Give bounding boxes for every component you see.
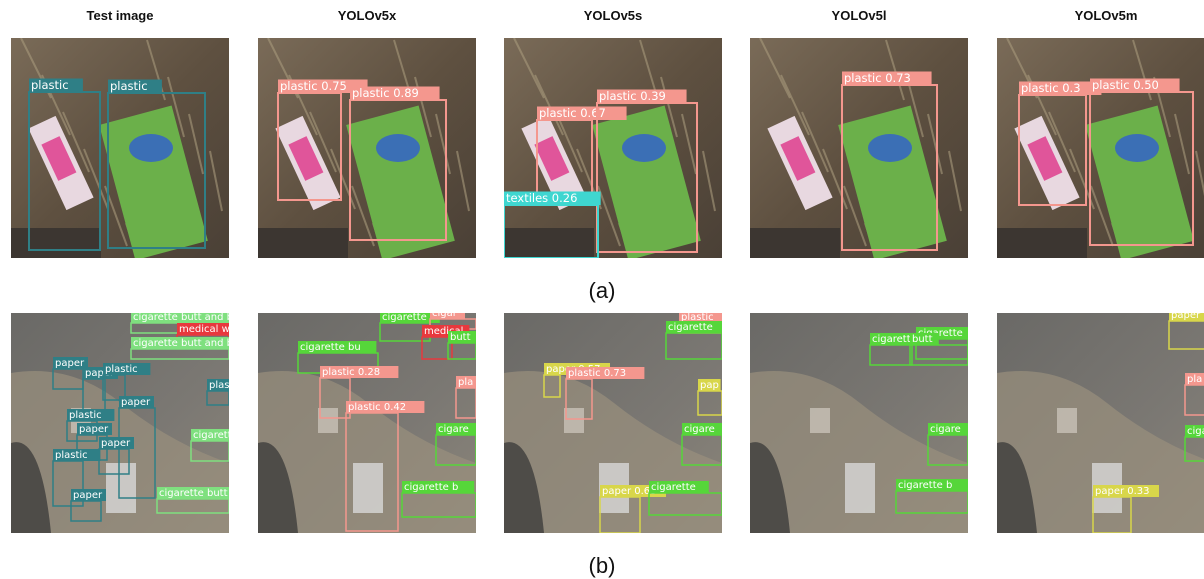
detection-label: plastic 0.39 [599,89,666,103]
panel: cigarettecigarmedicalbuttcigarette bupla… [258,307,479,533]
detection-label: plastic 0.42 [348,402,406,413]
detection-label: plastic 0.89 [352,86,419,100]
panel: plastic plastic [11,38,229,283]
detection-label: paper [55,358,85,369]
column-header: YOLOv5s [584,8,643,23]
detection-label: plastic 0.75 [280,79,347,93]
detection-label: paper [1171,310,1201,321]
stone [258,228,348,258]
detection-label: pap [700,380,719,391]
snack-logo [376,134,420,162]
detection-label: cigare [684,424,715,435]
photo: paper pla cigar paper 0.33 [997,309,1204,533]
detection-label: cigar [432,308,458,319]
detection-label: plastic [105,364,138,375]
photo: plastic 0.73 [750,38,968,283]
detection-label: plastic 0.3 [1021,81,1081,95]
snack-logo [1115,134,1159,162]
detection-label: plastic 0.67 [539,106,606,120]
panel: plastic 0.67 plastic 0.39 textiles 0.26 [504,38,722,283]
detection-label: cigarette butt and bo [133,338,239,349]
photo: plastic 0.67 plastic 0.39 textiles 0.26 [504,38,722,283]
panel: plastic 0.3 plastic 0.50 [997,38,1204,283]
debris [845,463,875,513]
detection-label: cigarette b [404,482,458,493]
panel: plastic 0.73 [750,38,968,283]
photo: cigarettecigarmedicalbuttcigarette bupla… [258,307,479,533]
detection-label: plastic 0.50 [1092,78,1159,92]
detection-label: pla [1187,374,1202,385]
detection-label: plastic [110,79,148,93]
detection-label: paper [101,438,131,449]
detection-label: plas [209,380,229,391]
detection-label: textiles 0.26 [506,191,577,205]
snack-logo [868,134,912,162]
debris [318,408,338,433]
debris [353,463,383,513]
detection-label: cigarette b [898,480,952,491]
panel: plastic 0.75 plastic 0.89 [258,38,476,283]
column-header: YOLOv5x [338,8,397,23]
snack-logo [622,134,666,162]
detection-label: plastic 0.28 [322,367,380,378]
detection-label: cigare [438,424,469,435]
detection-label: cigar [1187,426,1204,437]
detection-label: paper [73,490,103,501]
detection-label: plastic [69,410,102,421]
detection-label: plastic [55,450,88,461]
photo: cigarettecigarettebuttcigarecigarette b [750,313,976,533]
column-header: YOLOv5l [832,8,887,23]
panel: paper pla cigar paper 0.33 [997,309,1204,533]
detection-label: butt [450,332,471,343]
detection-label: cigarette bu [300,342,361,353]
row-caption: (a) [589,278,616,303]
detection-label: cigarette [193,430,238,441]
detection-label: plastic 0.73 [844,71,911,85]
debris [106,463,136,513]
detection-label: butt [912,334,933,345]
column-header: YOLOv5m [1075,8,1138,23]
detection-label: cigarette [651,482,696,493]
figure: Test image YOLOv5x YOLOv5s YOLOv5l YOLOv5m (a… [0,0,1204,579]
stone [11,228,101,258]
detection-label: plastic [31,78,69,92]
column-header: Test image [87,8,154,23]
photo: plastic 0.75 plastic 0.89 [258,38,476,283]
detection-label: paper [79,424,109,435]
detection-label: cigarette butt a [159,488,237,499]
detection-label: cigarette butt and bo [133,312,239,323]
detection-label: paper [121,397,151,408]
detection-label: cigarette [668,322,713,333]
detection-label: plastic 0.73 [568,368,626,379]
snack-logo [129,134,173,162]
debris [810,408,830,433]
panel: plasticcigarettepaper 0.57plastic 0.73pa… [504,311,726,533]
debris [564,408,584,433]
stone [504,228,594,258]
photo: plastic plastic [11,38,229,283]
stone [750,228,840,258]
photo: plastic 0.3 plastic 0.50 [997,38,1204,283]
detection-label: medical wa [179,324,236,335]
stone [997,228,1087,258]
detection-label: paper 0.33 [1095,486,1150,497]
figure-canvas: Test image YOLOv5x YOLOv5s YOLOv5l YOLOv5m (a… [0,0,1204,579]
detection-label: pla [458,377,473,388]
row-caption: (b) [589,553,616,578]
detection-label: cigarette [382,312,427,323]
debris [1057,408,1077,433]
detection-label: cigare [930,424,961,435]
photo: plasticcigarettepaper 0.57plastic 0.73pa… [504,311,726,533]
